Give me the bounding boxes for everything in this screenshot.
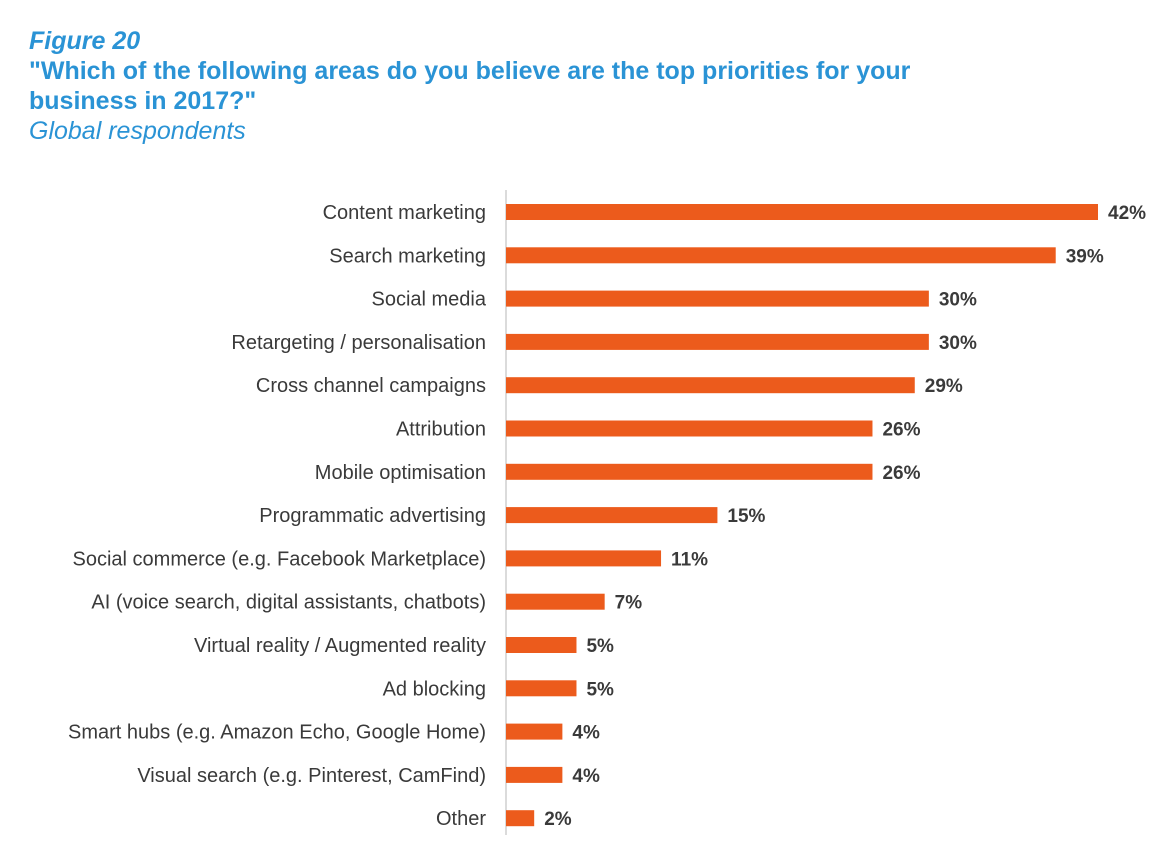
value-label: 5%	[586, 679, 614, 700]
category-label: AI (voice search, digital assistants, ch…	[91, 592, 486, 614]
category-label: Retargeting / personalisation	[231, 332, 486, 354]
value-label: 39%	[1066, 246, 1104, 267]
figure-header: Figure 20 "Which of the following areas …	[29, 26, 1129, 146]
value-label: 2%	[544, 809, 572, 830]
bar	[506, 420, 873, 437]
category-label: Programmatic advertising	[259, 505, 486, 527]
bar	[506, 810, 535, 827]
chart-subtitle: Global respondents	[29, 117, 246, 145]
category-label: Ad blocking	[383, 678, 486, 700]
category-label: Search marketing	[329, 245, 486, 267]
category-label: Content marketing	[323, 202, 486, 224]
bar	[506, 247, 1056, 264]
category-label: Social media	[371, 289, 486, 311]
category-label: Mobile optimisation	[315, 462, 486, 484]
bar	[506, 290, 929, 307]
bar	[506, 507, 718, 524]
category-label: Cross channel campaigns	[256, 375, 486, 397]
value-label: 26%	[882, 420, 920, 441]
bar	[506, 550, 662, 567]
value-label: 30%	[939, 333, 977, 354]
bar	[506, 463, 873, 480]
value-label: 5%	[586, 636, 614, 657]
category-labels: Content marketing Search marketing Social …	[68, 202, 487, 830]
chart-title: "Which of the following areas do you bel…	[29, 57, 911, 115]
bars	[506, 204, 1098, 827]
bar	[506, 593, 605, 610]
value-labels: 42% 39% 30% 30% 29% 26% 26% 15% 11% 7% 5% 5% 4% 4% 2%	[544, 203, 1146, 830]
category-label: Other	[436, 808, 486, 830]
value-label: 15%	[727, 506, 765, 527]
bar	[506, 766, 563, 783]
value-label: 11%	[671, 549, 708, 570]
value-label: 4%	[572, 723, 600, 744]
bar	[506, 637, 577, 653]
bar	[506, 680, 577, 697]
category-label: Attribution	[396, 419, 486, 441]
category-label: Smart hubs (e.g. Amazon Echo, Google Hom…	[68, 722, 486, 744]
value-label: 7%	[615, 593, 643, 614]
category-label: Visual search (e.g. Pinterest, CamFind)	[137, 765, 486, 787]
bar	[506, 723, 563, 740]
value-label: 30%	[939, 290, 977, 311]
bar	[506, 333, 929, 350]
value-label: 4%	[572, 766, 600, 787]
figure-label: Figure 20	[29, 27, 141, 55]
bar	[506, 204, 1098, 220]
category-label: Social commerce (e.g. Facebook Marketpla…	[73, 548, 487, 570]
bar	[506, 377, 915, 394]
category-label: Virtual reality / Augmented reality	[194, 635, 486, 657]
value-label: 42%	[1108, 203, 1146, 224]
value-label: 29%	[925, 376, 963, 397]
value-label: 26%	[882, 463, 920, 484]
